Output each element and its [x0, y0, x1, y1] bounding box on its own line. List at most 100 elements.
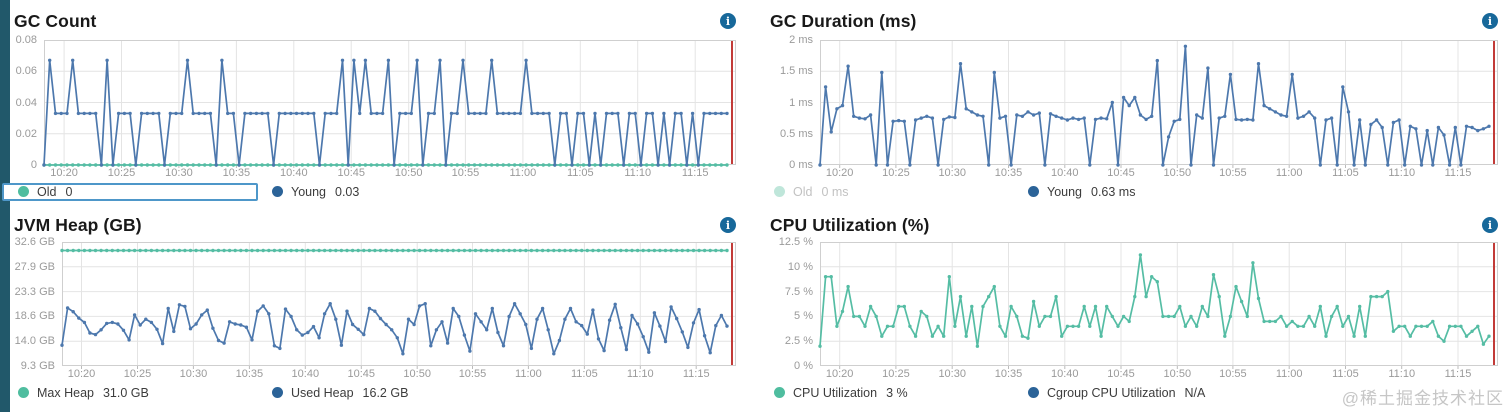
legend-value: N/A: [1184, 385, 1206, 400]
y-axis-label: 14.0 GB: [14, 335, 55, 348]
series-color-dot: [272, 186, 283, 197]
y-axis: 12.5 % 10 % 7.5 % 5 % 2.5 % 0 %: [770, 236, 813, 372]
legend-label: Old: [793, 184, 813, 199]
x-axis-label: 10:25: [882, 167, 910, 179]
x-axis-label: 10:55: [1219, 368, 1247, 380]
legend-value: 16.2 GB: [362, 385, 409, 400]
legend-item-old[interactable]: Old 0: [18, 185, 72, 199]
x-axis-label: 10:50: [1163, 167, 1192, 179]
cpu-utilization-panel: CPU Utilization (%) i 12.5 % 10 % 7.5 % 5 %…: [752, 202, 1512, 412]
legend-value: 0 ms: [821, 184, 849, 199]
y-axis-label: 12.5 %: [778, 236, 813, 248]
x-axis-label: 10:40: [1050, 368, 1079, 380]
y-axis-label: 32.6 GB: [14, 236, 55, 248]
y-axis-label: 2 ms: [789, 34, 813, 46]
x-axis-label: 10:55: [1219, 167, 1247, 179]
panel-header: JVM Heap (GB) i: [14, 212, 742, 238]
legend-value: 0.03: [335, 184, 360, 199]
info-icon[interactable]: i: [720, 13, 736, 29]
x-axis-label: 10:45: [1107, 167, 1135, 179]
series-color-dot: [18, 186, 29, 197]
legend-item-young[interactable]: Young 0.03: [272, 185, 359, 199]
info-icon[interactable]: i: [1482, 13, 1498, 29]
chart-area: 32.6 GB 27.9 GB 23.3 GB 18.6 GB 14.0 GB 9.3 G…: [14, 236, 742, 372]
y-axis-label: 0 %: [794, 360, 813, 372]
x-axis-label: 10:55: [458, 368, 487, 380]
series-color-dot: [774, 186, 785, 197]
x-axis-label: 10:40: [291, 368, 320, 380]
chart-canvas[interactable]: [818, 242, 1498, 369]
legend-label: Cgroup CPU Utilization: [1047, 385, 1176, 400]
y-axis-label: 1.5 ms: [779, 65, 813, 78]
x-axis-label: 10:35: [235, 368, 264, 380]
series-color-dot: [774, 387, 785, 398]
legend-value: 0.63 ms: [1091, 184, 1136, 199]
info-icon[interactable]: i: [720, 217, 736, 233]
chart-canvas[interactable]: [818, 40, 1498, 168]
chart-area: 12.5 % 10 % 7.5 % 5 % 2.5 % 0 %: [770, 236, 1504, 372]
legend-label: Old: [37, 184, 57, 199]
x-axis-label: 11:05: [1332, 368, 1359, 380]
x-axis-label: 11:10: [1388, 167, 1416, 179]
y-axis-label: 0.04: [15, 96, 37, 109]
x-axis-label: 10:35: [994, 167, 1023, 179]
jvm-heap-panel: JVM Heap (GB) i 32.6 GB 27.9 GB 23.3 GB 18.…: [10, 202, 752, 412]
chart-title: JVM Heap (GB): [14, 214, 142, 235]
legend-focus-outline: [2, 182, 258, 201]
y-axis-label: 2.5 %: [784, 335, 813, 348]
x-axis-label: 10:20: [67, 368, 96, 380]
y-axis-label: 1 ms: [789, 96, 813, 109]
legend-label: Used Heap: [291, 385, 354, 400]
chart-canvas[interactable]: [60, 242, 736, 369]
legend-item-young[interactable]: Young 0.63 ms: [1028, 185, 1135, 199]
legend-label: Max Heap: [37, 385, 94, 400]
x-axis-label: 10:25: [107, 167, 136, 179]
x-axis-label: 11:00: [1275, 167, 1303, 179]
chart-canvas[interactable]: [42, 40, 736, 168]
legend-item-old[interactable]: Old 0 ms: [774, 185, 849, 199]
x-axis-label: 11:15: [681, 167, 709, 179]
x-axis-label: 11:15: [682, 368, 710, 380]
x-axis-label: 10:45: [337, 167, 365, 179]
x-axis-label: 10:20: [50, 167, 78, 179]
left-accent-strip: [0, 0, 10, 412]
y-axis-label: 18.6 GB: [14, 310, 55, 323]
series-color-dot: [1028, 186, 1039, 197]
legend-item-cgroup-cpu[interactable]: Cgroup CPU Utilization N/A: [1028, 386, 1205, 400]
x-axis-label: 11:15: [1444, 167, 1472, 179]
legend-item-cpu-utilization[interactable]: CPU Utilization 3 %: [774, 386, 908, 400]
x-axis-label: 10:30: [938, 167, 966, 179]
x-axis-label: 10:55: [451, 167, 480, 179]
chart-area: 2 ms 1.5 ms 1 ms 0.5 ms 0 ms: [770, 34, 1504, 171]
y-axis-label: 23.3 GB: [14, 285, 55, 298]
x-axis-label: 10:35: [222, 167, 251, 179]
series-color-dot: [18, 387, 29, 398]
y-axis-label: 9.3 GB: [20, 360, 55, 372]
series-color-dot: [1028, 387, 1039, 398]
x-axis-label: 11:10: [626, 368, 654, 380]
y-axis: 2 ms 1.5 ms 1 ms 0.5 ms 0 ms: [770, 34, 813, 171]
y-axis-label: 0.06: [15, 65, 37, 78]
x-axis: 10:20 10:25 10:30 10:35 10:40 10:45 10:50 10:55…: [62, 366, 736, 381]
info-icon[interactable]: i: [1482, 217, 1498, 233]
y-axis-label: 0.02: [15, 127, 37, 140]
x-axis-label: 10:40: [280, 167, 308, 179]
x-axis-label: 10:40: [1050, 167, 1079, 179]
x-axis-label: 11:00: [509, 167, 537, 179]
legend-value: 3 %: [886, 385, 908, 400]
x-axis: 10:20 10:25 10:30 10:35 10:40 10:45 10:50 10:55…: [820, 165, 1498, 180]
x-axis-label: 10:20: [825, 167, 854, 179]
legend-row: Max Heap 31.0 GB Used Heap 16.2 GB: [14, 383, 742, 402]
legend-row: Old 0 ms Young 0.63 ms: [770, 182, 1504, 201]
chart-title: GC Count: [14, 10, 97, 31]
x-axis-label: 10:20: [825, 368, 854, 380]
x-axis-label: 10:45: [347, 368, 376, 380]
legend-value: 0: [65, 184, 73, 199]
legend-item-used-heap[interactable]: Used Heap 16.2 GB: [272, 386, 408, 400]
x-axis: 10:20 10:25 10:30 10:35 10:40 10:45 10:50 10:55…: [44, 165, 736, 180]
legend-item-max-heap[interactable]: Max Heap 31.0 GB: [18, 386, 149, 400]
x-axis-label: 10:25: [123, 368, 152, 380]
y-axis: 0.08 0.06 0.04 0.02 0: [14, 34, 37, 171]
x-axis-label: 11:05: [570, 368, 598, 380]
